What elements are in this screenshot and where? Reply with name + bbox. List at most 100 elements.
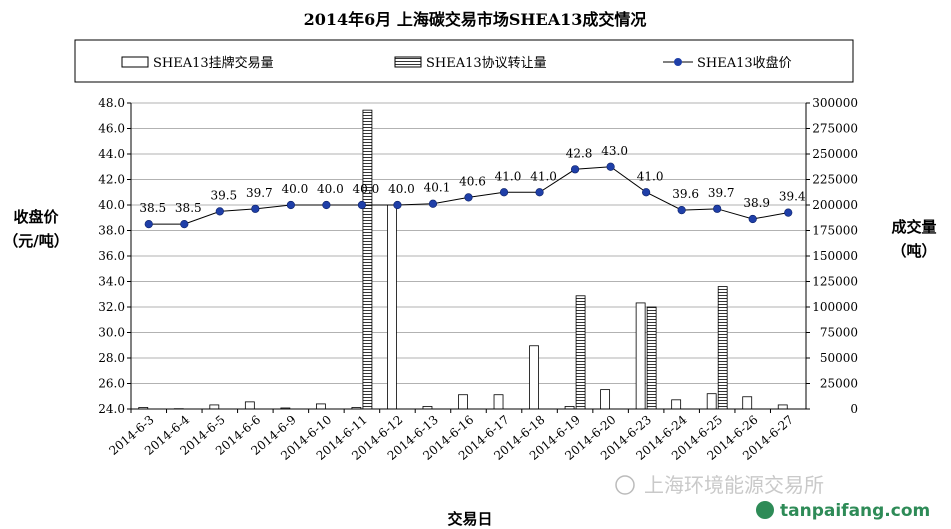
bar-plain xyxy=(315,403,326,410)
y-tick-right: 300000 xyxy=(812,96,858,110)
price-data-label: 38.5 xyxy=(175,201,202,215)
y-tick-right: 125000 xyxy=(812,275,858,289)
y-tick-left: 38.0 xyxy=(98,224,125,238)
price-point xyxy=(144,220,153,229)
watermark-cn: 上海环境能源交易所 xyxy=(615,473,824,497)
y-tick-right: 25000 xyxy=(820,377,858,391)
y-tick-left: 46.0 xyxy=(98,122,125,136)
y-axis-left-title: 收盘价 （元/吨） xyxy=(3,208,68,250)
price-point xyxy=(784,208,793,217)
y-tick-left: 30.0 xyxy=(98,326,125,340)
watermark-logo-icon xyxy=(756,501,774,519)
price-point xyxy=(748,214,757,224)
price-data-label: 41.0 xyxy=(530,169,557,183)
price-data-label: 40.0 xyxy=(317,182,344,196)
gridlines xyxy=(131,102,806,384)
bar-hatched xyxy=(575,295,586,410)
y-tick-right: 150000 xyxy=(812,249,858,263)
price-point xyxy=(215,207,224,216)
y-tick-right: 50000 xyxy=(820,351,858,365)
price-data-label: 40.0 xyxy=(282,182,309,196)
y-tick-left: 24.0 xyxy=(98,402,125,416)
y-tick-left: 36.0 xyxy=(98,249,125,263)
price-data-label: 40.0 xyxy=(353,182,380,196)
y-axis-right-title: 成交量 （吨） xyxy=(891,218,936,260)
bar-hatched xyxy=(362,109,373,410)
price-point xyxy=(606,162,615,171)
bar-plain xyxy=(600,389,611,410)
y-axis-left-title-line1: 收盘价 xyxy=(13,208,59,226)
bar-plain xyxy=(458,394,468,410)
y-tick-left: 34.0 xyxy=(98,275,125,289)
y-axis-left-title-line2: （元/吨） xyxy=(3,232,68,250)
price-point xyxy=(570,165,580,174)
price-point xyxy=(713,204,722,213)
bar-plain xyxy=(635,302,646,410)
legend-swatch-plain xyxy=(121,56,149,68)
y-tick-left: 32.0 xyxy=(98,300,125,314)
y-tick-left: 40.0 xyxy=(98,198,125,212)
watermark-url-text: tanpaifang.com xyxy=(780,501,930,521)
price-point xyxy=(322,200,331,210)
wechat-icon xyxy=(615,475,635,495)
legend-box xyxy=(74,39,854,83)
y-tick-left: 44.0 xyxy=(98,147,125,161)
y-tick-right: 200000 xyxy=(812,198,858,212)
legend-marker xyxy=(674,58,682,66)
legend-label-plain: SHEA13挂牌交易量 xyxy=(153,55,274,71)
bar-plain xyxy=(387,204,397,410)
bar-plain xyxy=(244,401,255,410)
price-data-label: 40.0 xyxy=(388,182,415,196)
price-point xyxy=(251,204,260,213)
price-point xyxy=(499,188,509,197)
bars xyxy=(138,109,788,410)
price-data-label: 39.6 xyxy=(672,187,699,201)
y-tick-left: 28.0 xyxy=(98,351,125,365)
legend-label-hatched: SHEA13协议转让量 xyxy=(426,56,547,71)
y-tick-right: 225000 xyxy=(812,173,858,187)
y-tick-right: 75000 xyxy=(820,326,858,340)
price-data-label: 42.8 xyxy=(566,146,593,160)
price-point xyxy=(357,200,367,210)
price-data-label: 39.7 xyxy=(246,186,273,200)
price-data-label: 41.0 xyxy=(637,169,664,183)
price-data-label: 41.0 xyxy=(495,169,522,183)
y-axis-right-title-line1: 成交量 xyxy=(891,218,936,236)
price-data-label: 39.7 xyxy=(708,186,735,200)
bar-hatched xyxy=(646,306,657,410)
chart-title: 2014年6月 上海碳交易市场SHEA13成交情况 xyxy=(304,10,647,29)
price-point xyxy=(642,188,651,197)
y-tick-right: 0 xyxy=(850,402,858,416)
watermark-cn-text: 上海环境能源交易所 xyxy=(644,473,824,497)
price-data-label: 38.9 xyxy=(743,196,770,210)
y-tick-left: 42.0 xyxy=(98,173,125,187)
price-point xyxy=(535,188,544,197)
price-data-label: 39.5 xyxy=(210,188,237,202)
legend-label-line: SHEA13收盘价 xyxy=(697,55,792,71)
y-tick-left: 26.0 xyxy=(98,377,125,391)
axes xyxy=(127,102,810,413)
price-point xyxy=(393,200,402,210)
y-tick-left: 48.0 xyxy=(98,96,125,110)
price-point xyxy=(180,220,189,229)
bar-plain xyxy=(529,345,539,410)
price-data-label: 40.1 xyxy=(424,181,451,195)
y-tick-right: 250000 xyxy=(812,147,858,161)
price-point xyxy=(286,200,295,210)
bar-plain xyxy=(671,399,682,410)
x-axis-title: 交易日 xyxy=(447,510,492,528)
price-data-label: 39.4 xyxy=(779,190,806,204)
y-tick-right: 275000 xyxy=(812,122,858,136)
price-data-label: 40.6 xyxy=(459,174,486,188)
price-data-label: 38.5 xyxy=(139,201,166,215)
price-point xyxy=(677,206,686,215)
y-tick-right: 100000 xyxy=(812,300,858,314)
y-axis-right-title-line2: （吨） xyxy=(891,242,936,260)
bar-hatched xyxy=(717,286,728,410)
y-tick-right: 175000 xyxy=(812,224,858,238)
bar-plain xyxy=(777,404,788,410)
price-data-label: 43.0 xyxy=(601,144,628,158)
bar-plain xyxy=(742,396,753,410)
bar-plain xyxy=(493,394,504,410)
